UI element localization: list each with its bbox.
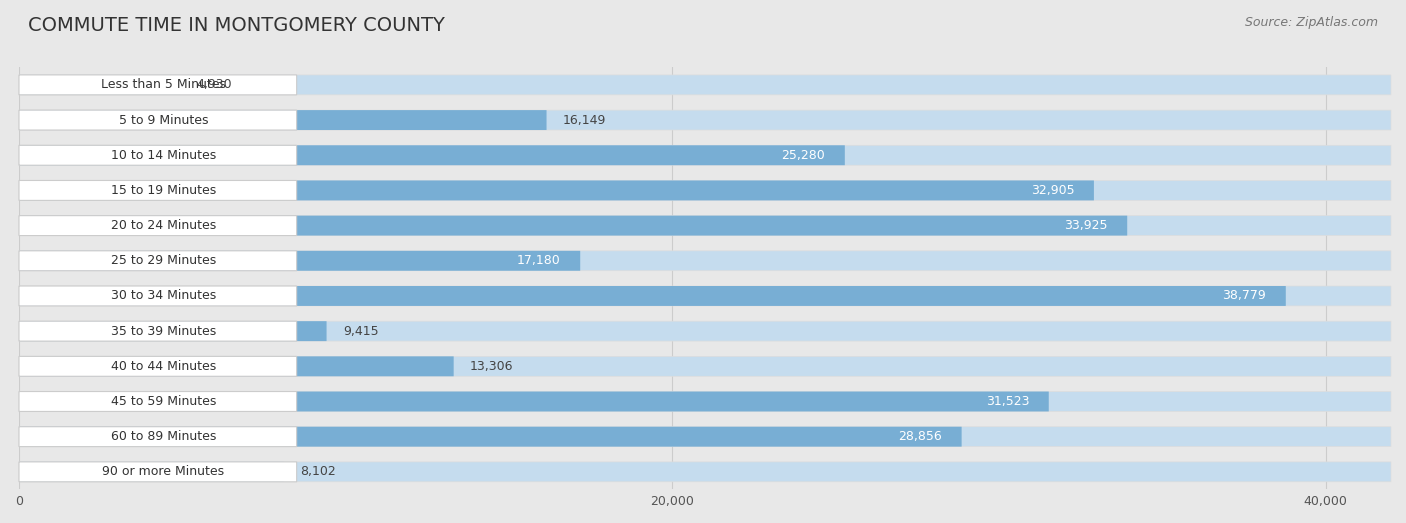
Text: Source: ZipAtlas.com: Source: ZipAtlas.com (1244, 16, 1378, 29)
Text: 16,149: 16,149 (562, 113, 606, 127)
FancyBboxPatch shape (20, 145, 297, 165)
Text: 10 to 14 Minutes: 10 to 14 Minutes (111, 149, 217, 162)
FancyBboxPatch shape (20, 215, 297, 235)
Text: 9,415: 9,415 (343, 325, 378, 338)
Text: 17,180: 17,180 (517, 254, 561, 267)
Text: 15 to 19 Minutes: 15 to 19 Minutes (111, 184, 217, 197)
FancyBboxPatch shape (20, 180, 297, 200)
FancyBboxPatch shape (20, 286, 297, 306)
FancyBboxPatch shape (20, 251, 581, 271)
FancyBboxPatch shape (20, 392, 1391, 412)
FancyBboxPatch shape (20, 462, 284, 482)
FancyBboxPatch shape (20, 110, 1391, 130)
FancyBboxPatch shape (20, 75, 1391, 95)
FancyBboxPatch shape (20, 356, 454, 376)
FancyBboxPatch shape (20, 215, 1391, 235)
FancyBboxPatch shape (20, 321, 326, 341)
FancyBboxPatch shape (20, 286, 1285, 306)
Text: 90 or more Minutes: 90 or more Minutes (103, 465, 225, 479)
FancyBboxPatch shape (20, 392, 297, 412)
FancyBboxPatch shape (20, 180, 1094, 200)
Text: 8,102: 8,102 (299, 465, 336, 479)
FancyBboxPatch shape (20, 462, 297, 482)
FancyBboxPatch shape (20, 356, 1391, 376)
FancyBboxPatch shape (20, 75, 180, 95)
FancyBboxPatch shape (20, 321, 297, 341)
Text: 5 to 9 Minutes: 5 to 9 Minutes (118, 113, 208, 127)
FancyBboxPatch shape (20, 462, 1391, 482)
Text: 32,905: 32,905 (1031, 184, 1074, 197)
Text: 25 to 29 Minutes: 25 to 29 Minutes (111, 254, 217, 267)
FancyBboxPatch shape (20, 251, 297, 271)
Text: 25,280: 25,280 (782, 149, 825, 162)
FancyBboxPatch shape (20, 251, 1391, 271)
Text: COMMUTE TIME IN MONTGOMERY COUNTY: COMMUTE TIME IN MONTGOMERY COUNTY (28, 16, 444, 35)
FancyBboxPatch shape (20, 427, 962, 447)
Text: 38,779: 38,779 (1222, 289, 1267, 302)
FancyBboxPatch shape (20, 427, 1391, 447)
Text: 60 to 89 Minutes: 60 to 89 Minutes (111, 430, 217, 443)
Text: 33,925: 33,925 (1064, 219, 1108, 232)
Text: 40 to 44 Minutes: 40 to 44 Minutes (111, 360, 217, 373)
FancyBboxPatch shape (20, 145, 1391, 165)
Text: Less than 5 Minutes: Less than 5 Minutes (101, 78, 226, 92)
Text: 45 to 59 Minutes: 45 to 59 Minutes (111, 395, 217, 408)
FancyBboxPatch shape (20, 110, 547, 130)
FancyBboxPatch shape (20, 321, 1391, 341)
FancyBboxPatch shape (20, 145, 845, 165)
FancyBboxPatch shape (20, 110, 297, 130)
FancyBboxPatch shape (20, 392, 1049, 412)
FancyBboxPatch shape (20, 180, 1391, 200)
Text: 20 to 24 Minutes: 20 to 24 Minutes (111, 219, 217, 232)
FancyBboxPatch shape (20, 75, 297, 95)
Text: 4,930: 4,930 (197, 78, 232, 92)
Text: 35 to 39 Minutes: 35 to 39 Minutes (111, 325, 217, 338)
FancyBboxPatch shape (20, 427, 297, 447)
Text: 30 to 34 Minutes: 30 to 34 Minutes (111, 289, 217, 302)
Text: 28,856: 28,856 (898, 430, 942, 443)
Text: 31,523: 31,523 (986, 395, 1029, 408)
FancyBboxPatch shape (20, 356, 297, 376)
FancyBboxPatch shape (20, 215, 1128, 235)
Text: 13,306: 13,306 (470, 360, 513, 373)
FancyBboxPatch shape (20, 286, 1391, 306)
